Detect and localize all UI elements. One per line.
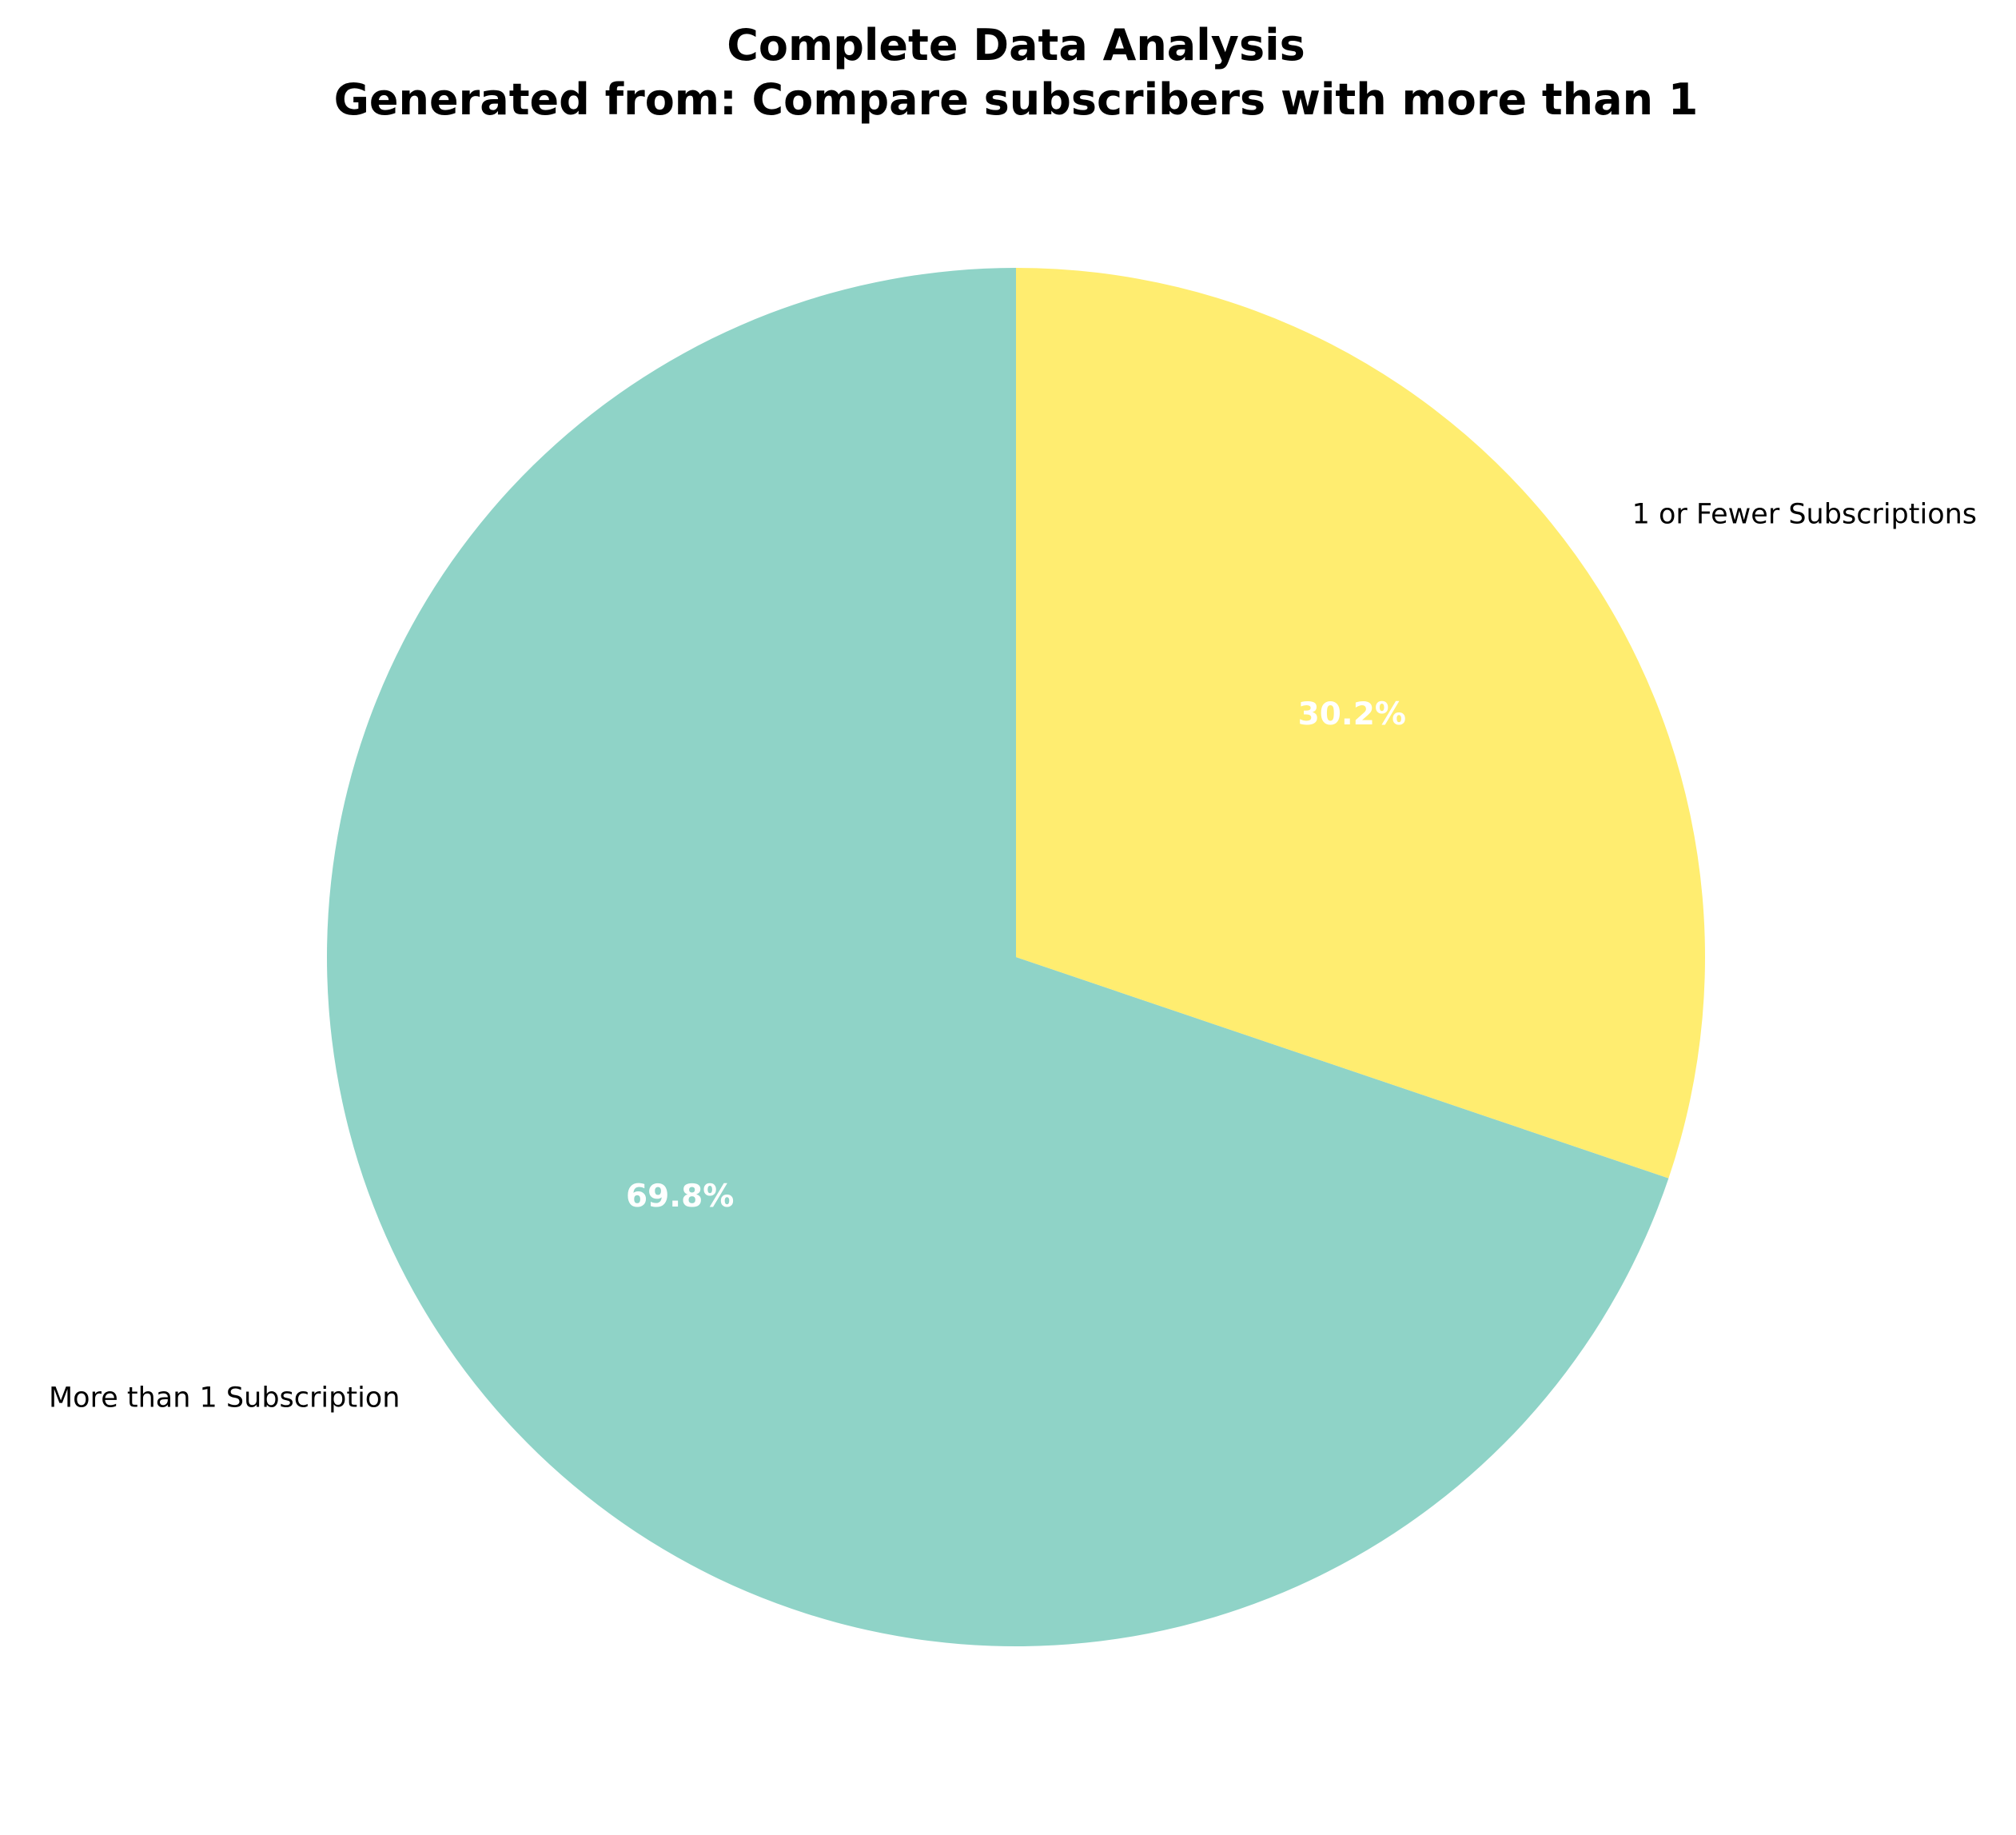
pie-slices — [326, 268, 1705, 1646]
chart-title: Complete Data Analysis — [727, 20, 1305, 70]
slice-label-2: 1 or Fewer Subscriptions — [1632, 498, 1977, 530]
pie-slice-1 — [326, 268, 1669, 1646]
pie-labels: More than 1 Subscription 69.8% 1 or Fewer … — [49, 498, 1977, 1414]
pie-slice-2 — [1016, 268, 1705, 1179]
slice-percent-label-2: 30.2% — [1298, 696, 1406, 732]
slice-percent-label-1: 69.8% — [626, 1179, 734, 1215]
chart-subtitle: Generated from: Compare subscribers with… — [334, 74, 1699, 125]
slice-label-1: More than 1 Subscription — [49, 1382, 400, 1414]
